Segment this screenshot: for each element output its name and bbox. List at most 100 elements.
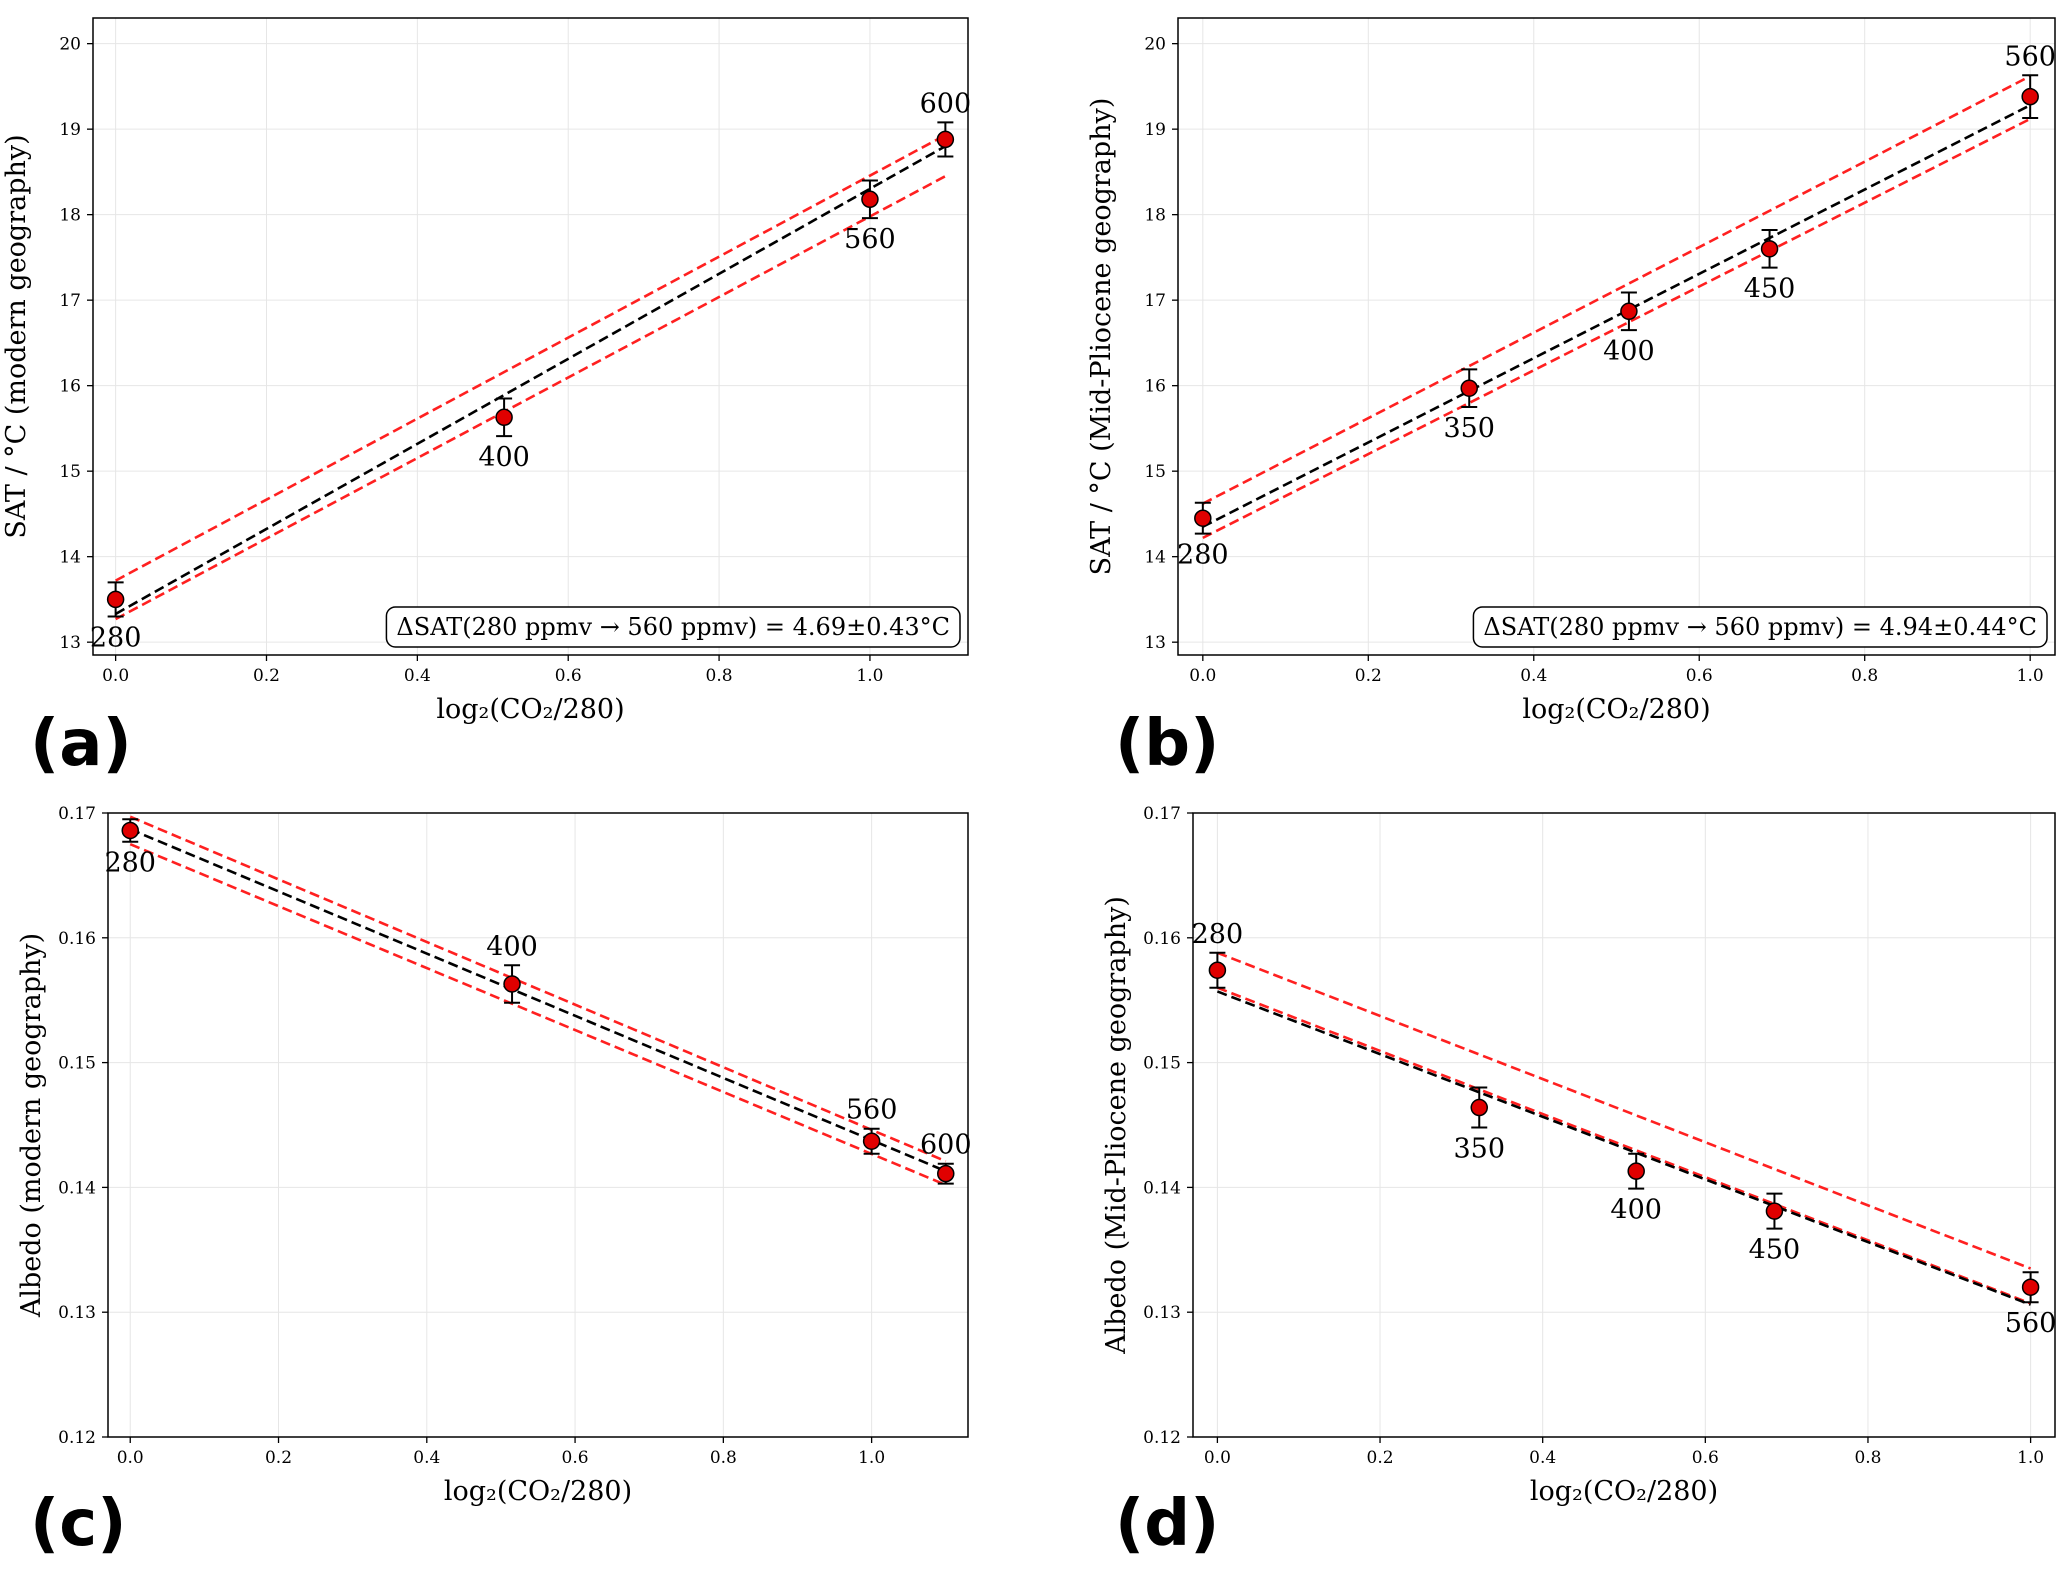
data-label: 350 — [1453, 1133, 1505, 1164]
y-tick-label: 20 — [59, 35, 81, 55]
data-point — [1760, 240, 1779, 258]
data-point — [1460, 379, 1478, 397]
data-point — [2021, 87, 2039, 106]
data-point — [1208, 961, 1227, 979]
x-tick-label: 0.8 — [706, 666, 733, 686]
y-tick-label: 19 — [1144, 120, 1166, 140]
x-axis-label: log₂(CO₂/280) — [436, 694, 624, 725]
x-tick-label: 0.2 — [1367, 1448, 1394, 1468]
y-tick-label: 13 — [1144, 633, 1166, 653]
data-label: 280 — [90, 623, 142, 654]
data-label: 400 — [478, 442, 530, 473]
y-tick-label: 17 — [1144, 291, 1166, 311]
bound-line — [129, 843, 947, 1187]
annotation-frame — [1472, 606, 2048, 648]
y-tick-label: 18 — [59, 206, 81, 226]
data-label: 450 — [1744, 274, 1796, 305]
bound-line — [129, 815, 947, 1163]
x-tick-label: 0.6 — [562, 1448, 589, 1468]
data-label: 400 — [1603, 336, 1655, 367]
data-label: 560 — [844, 224, 896, 255]
annotation-frame — [385, 606, 961, 648]
x-tick-label: 0.0 — [1204, 1448, 1231, 1468]
data-label: 280 — [1192, 919, 1244, 950]
annotation-text: ΔSAT(280 ppmv → 560 ppmv) = 4.94±0.44°C — [1483, 613, 2037, 641]
y-tick-label: 15 — [1144, 462, 1166, 482]
x-tick-label: 1.0 — [2017, 1448, 2044, 1468]
annotation-box: ΔSAT(280 ppmv → 560 ppmv) = 4.94±0.44°C — [1472, 606, 2048, 648]
data-label: 280 — [1177, 540, 1229, 571]
fit-line — [114, 145, 947, 616]
chart-panel-1: 0.0 0.2 0.4 0.6 0.8 1.0 13 14 15 16 17 18 19 20 280 350… — [1086, 17, 2056, 781]
data-point — [1194, 509, 1212, 527]
fit-line — [129, 828, 947, 1173]
y-tick-label: 0.13 — [1143, 1303, 1181, 1323]
data-point — [861, 190, 879, 209]
data-point — [495, 408, 513, 427]
x-axis-label: log₂(CO₂/280) — [1530, 1476, 1718, 1507]
x-tick-label: 0.6 — [1686, 666, 1713, 686]
fit-line — [1202, 104, 2031, 528]
y-tick-label: 0.17 — [1143, 804, 1181, 824]
y-tick-label: 0.16 — [58, 929, 96, 949]
x-tick-label: 0.2 — [265, 1448, 292, 1468]
plot-frame — [1177, 17, 2056, 656]
x-tick-label: 1.0 — [856, 666, 883, 686]
x-axis-label: log₂(CO₂/280) — [1522, 694, 1710, 725]
x-axis-label: log₂(CO₂/280) — [444, 1476, 632, 1507]
x-tick-label: 0.0 — [1189, 666, 1216, 686]
y-tick-label: 0.12 — [58, 1428, 96, 1448]
y-tick-label: 0.14 — [58, 1178, 96, 1198]
data-label: 280 — [104, 848, 156, 879]
y-tick-label: 14 — [1144, 548, 1166, 568]
y-axis-label: SAT / °C (modern geography) — [1, 134, 32, 538]
data-label: 400 — [486, 931, 538, 962]
y-tick-label: 13 — [59, 633, 81, 653]
bound-line — [1202, 117, 2031, 540]
bound-line — [1216, 951, 2032, 1270]
data-point — [936, 130, 955, 149]
y-tick-label: 14 — [59, 548, 81, 568]
x-tick-label: 0.4 — [1529, 1448, 1556, 1468]
y-tick-label: 20 — [1144, 35, 1166, 55]
data-label: 600 — [920, 1130, 972, 1161]
data-label: 400 — [1610, 1195, 1662, 1226]
chart-panel-0: 0.0 0.2 0.4 0.6 0.8 1.0 13 14 15 16 17 18 19 20 280 400… — [1, 17, 972, 781]
data-point — [937, 1164, 955, 1183]
x-tick-label: 0.6 — [1692, 1448, 1719, 1468]
x-tick-label: 0.4 — [404, 666, 431, 686]
data-label: 600 — [920, 88, 972, 119]
x-tick-label: 0.2 — [1355, 666, 1382, 686]
x-tick-label: 1.0 — [2017, 666, 2044, 686]
y-axis-label: Albedo (modern geography) — [16, 933, 47, 1318]
x-tick-label: 0.2 — [253, 666, 280, 686]
chart-panel-2: 0.0 0.2 0.4 0.6 0.8 1.0 0.12 0.13 0.14 0.15 0.16 0.… — [16, 804, 972, 1561]
y-axis-label: Albedo (Mid-Pliocene geography) — [1101, 896, 1132, 1355]
data-label: 560 — [2004, 41, 2056, 72]
data-point — [1627, 1162, 1645, 1180]
y-tick-label: 17 — [59, 291, 81, 311]
x-tick-label: 1.0 — [858, 1448, 885, 1468]
bound-line — [115, 175, 946, 621]
annotation-box: ΔSAT(280 ppmv → 560 ppmv) = 4.69±0.43°C — [385, 606, 961, 648]
y-tick-label: 0.12 — [1143, 1428, 1181, 1448]
x-tick-label: 0.0 — [102, 666, 129, 686]
panel-letter: (d) — [1115, 1487, 1219, 1561]
y-tick-label: 0.15 — [58, 1054, 96, 1074]
y-tick-label: 0.17 — [58, 804, 96, 824]
y-tick-label: 16 — [59, 377, 81, 397]
y-axis-label: SAT / °C (Mid-Pliocene geography) — [1086, 98, 1117, 576]
data-point — [1620, 302, 1638, 321]
y-tick-label: 0.14 — [1143, 1178, 1181, 1198]
fit-line — [1216, 990, 2032, 1306]
data-label: 450 — [1749, 1235, 1801, 1266]
y-tick-label: 0.16 — [1143, 929, 1181, 949]
y-tick-label: 19 — [59, 120, 81, 140]
y-tick-label: 18 — [1144, 206, 1166, 226]
data-label: 560 — [846, 1095, 898, 1126]
x-tick-label: 0.8 — [1854, 1448, 1881, 1468]
panel-letter: (a) — [30, 707, 132, 781]
data-point — [2021, 1278, 2040, 1296]
bound-line — [1216, 986, 2032, 1305]
x-tick-label: 0.4 — [413, 1448, 440, 1468]
